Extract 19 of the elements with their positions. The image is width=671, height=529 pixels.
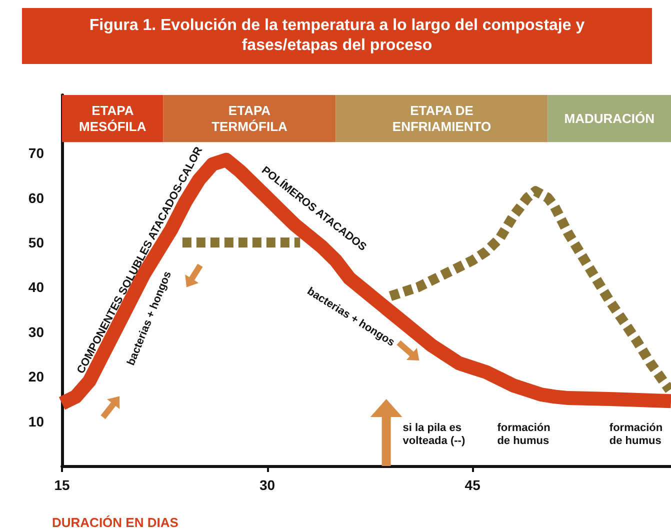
y-tick-label: 70 <box>28 145 44 162</box>
x-tick-label: 45 <box>464 477 481 493</box>
x-axis-title: DURACIÓN EN DIAS <box>52 515 179 529</box>
annotation: formación de humus <box>497 422 551 448</box>
chart-title: Figura 1. Evolución de la temperatura a lo largo del compostaje y fases/etapas del proceso <box>22 8 652 64</box>
band-label: ETAPA DE ENFRIAMIENTO <box>392 103 492 134</box>
annotation: si la pila es volteada (--) <box>402 422 466 448</box>
y-tick-label: 40 <box>28 279 44 296</box>
y-tick-label: 20 <box>28 368 44 385</box>
annotation: formación de humus <box>609 422 663 448</box>
y-tick-label: 10 <box>28 413 44 430</box>
y-tick-label: 30 <box>28 324 44 340</box>
band-label: ETAPA MESÓFILA <box>79 103 147 134</box>
x-tick-label: 15 <box>54 477 70 493</box>
band-label: ETAPA TERMÓFILA <box>212 103 288 134</box>
y-tick-label: 50 <box>28 234 44 251</box>
band-label: MADURACIÓN <box>564 111 655 126</box>
y-tick-label: 60 <box>28 190 44 206</box>
x-tick-label: 30 <box>259 477 276 493</box>
